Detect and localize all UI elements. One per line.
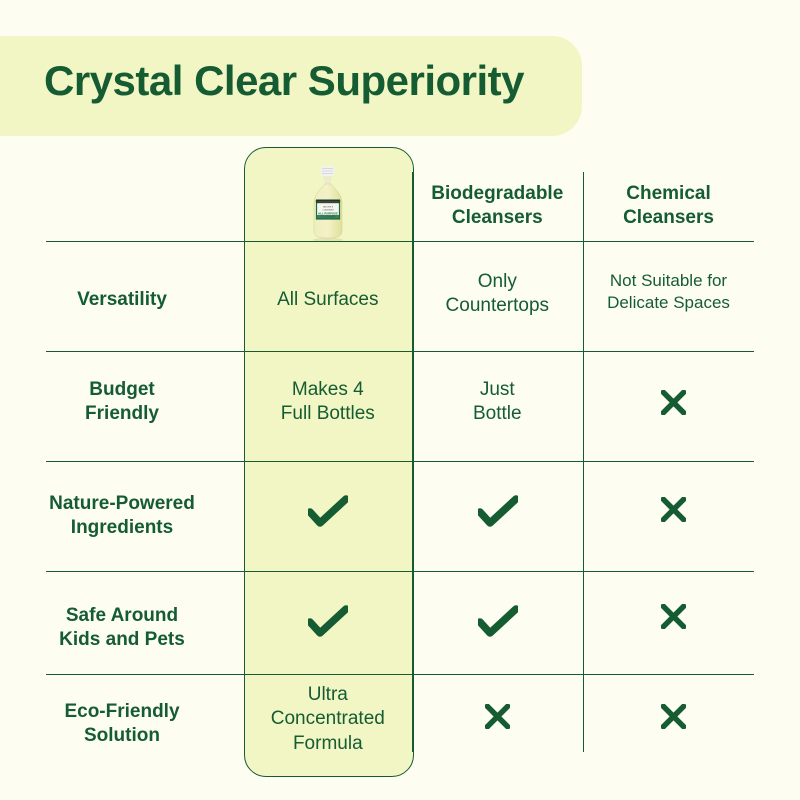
svg-text:NATURE'S: NATURE'S xyxy=(323,206,334,209)
